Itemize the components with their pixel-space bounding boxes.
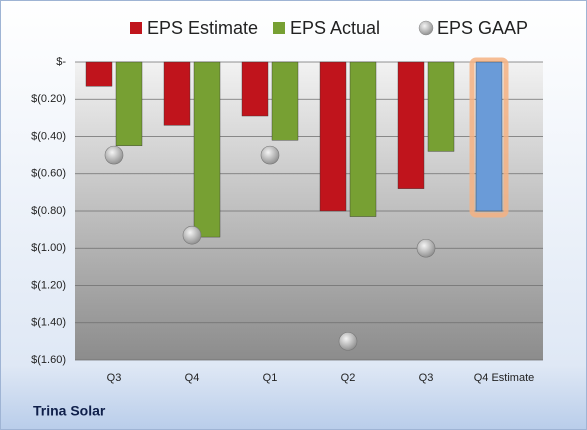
legend-swatch — [130, 22, 142, 34]
legend-label: EPS GAAP — [437, 18, 528, 38]
bar — [241, 61, 269, 117]
bar — [319, 61, 347, 212]
x-tick-label: Q2 — [341, 372, 356, 384]
y-tick-label: $(0.60) — [31, 168, 66, 180]
gaap-marker — [182, 225, 202, 245]
y-tick-label: $(1.40) — [31, 317, 66, 329]
gaap-marker — [416, 238, 436, 258]
bar — [271, 61, 299, 141]
x-tick-label: Q1 — [263, 372, 278, 384]
y-tick-label: $(0.40) — [31, 130, 66, 142]
x-tick-label: Q3 — [107, 372, 122, 384]
legend-swatch — [273, 22, 285, 34]
bar — [163, 61, 191, 126]
bar — [349, 61, 377, 217]
x-tick-label: Q4 — [185, 372, 200, 384]
y-tick-label: $- — [56, 56, 66, 68]
highlight-glow — [469, 57, 509, 218]
legend-label: EPS Actual — [290, 18, 380, 38]
y-tick-label: $(1.20) — [31, 279, 66, 291]
gaap-marker — [260, 145, 280, 165]
bar — [85, 61, 113, 87]
legend-swatch — [418, 20, 434, 36]
y-tick-label: $(1.60) — [31, 354, 66, 366]
y-tick-label: $(0.80) — [31, 205, 66, 217]
y-tick-label: $(1.00) — [31, 242, 66, 254]
gaap-marker — [338, 332, 358, 351]
footer: Trina Solar — [33, 403, 106, 419]
bar — [475, 61, 503, 212]
y-tick-label: $(0.20) — [31, 93, 66, 105]
gaap-marker — [104, 145, 124, 165]
bar — [193, 61, 221, 238]
legend-label: EPS Estimate — [147, 18, 258, 38]
bar — [397, 61, 425, 189]
x-tick-label: Q4 Estimate — [474, 372, 535, 384]
x-tick-label: Q3 — [419, 372, 434, 384]
bar — [427, 61, 455, 152]
bar — [115, 61, 143, 147]
